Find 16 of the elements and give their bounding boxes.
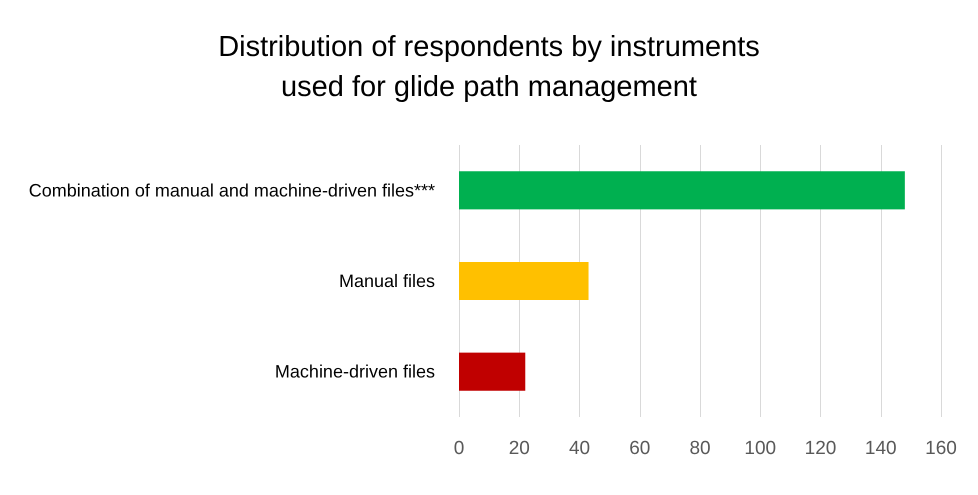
bar (459, 171, 905, 210)
x-tick-label: 20 (508, 438, 530, 459)
y-tick-label: Combination of manual and machine-driven files*** (28, 180, 435, 200)
bar (459, 352, 526, 391)
y-tick-label: Machine-driven files (274, 362, 435, 382)
x-tick-label: 100 (744, 438, 776, 459)
bar (459, 262, 589, 300)
x-tick-label: 0 (454, 438, 464, 459)
y-tick-label: Manual files (338, 271, 435, 291)
x-tick-label: 40 (568, 438, 590, 459)
x-tick-label: 160 (925, 438, 957, 459)
x-tick-label: 120 (804, 438, 836, 459)
chart-title: Distribution of respondents by instruments used for glide path management (218, 31, 760, 103)
x-tick-label: 80 (689, 438, 711, 459)
x-tick-label: 60 (629, 438, 650, 459)
x-tick-label: 140 (864, 438, 897, 459)
